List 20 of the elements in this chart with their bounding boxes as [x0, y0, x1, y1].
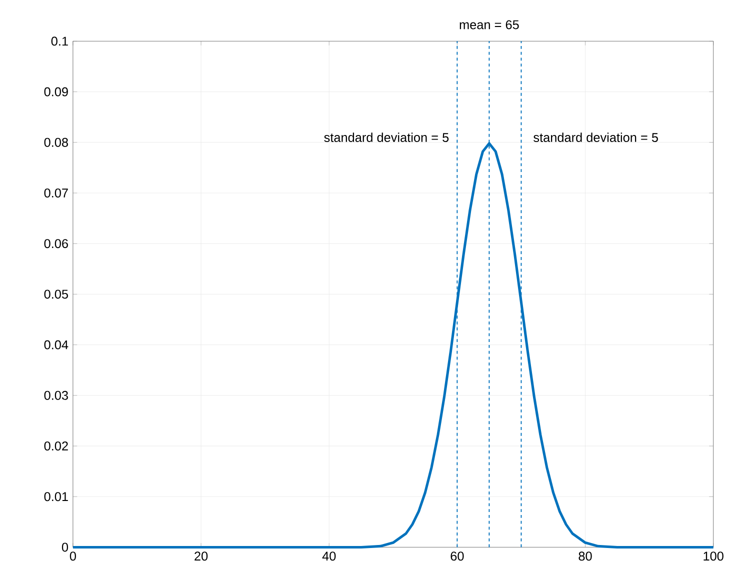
x-tick-label: 60	[450, 552, 464, 561]
annotation: standard deviation = 5	[324, 132, 449, 142]
y-tick-label: 0.05	[44, 290, 68, 299]
y-tick-label: 0.04	[44, 340, 68, 350]
ref-line-label: mean = 65	[460, 20, 519, 30]
y-tick-label: 0.02	[44, 442, 68, 451]
x-tick-label: 100	[704, 552, 724, 561]
y-tick-label: 0.03	[44, 391, 68, 400]
y-tick-label: 0	[62, 542, 68, 552]
annotation: standard deviation = 5	[534, 132, 658, 142]
x-tick-label: 40	[322, 552, 336, 561]
y-tick-label: 0.01	[44, 492, 68, 502]
x-tick-label: 0	[70, 552, 76, 561]
y-tick-label: 0.07	[44, 188, 68, 198]
y-tick-label: 0.06	[44, 239, 68, 248]
x-tick-label: 20	[194, 552, 208, 561]
x-tick-label: 80	[578, 552, 592, 561]
y-tick-label: 0.08	[44, 138, 68, 148]
y-tick-label: 0.09	[44, 87, 68, 96]
y-tick-label: 0.1	[51, 36, 68, 46]
